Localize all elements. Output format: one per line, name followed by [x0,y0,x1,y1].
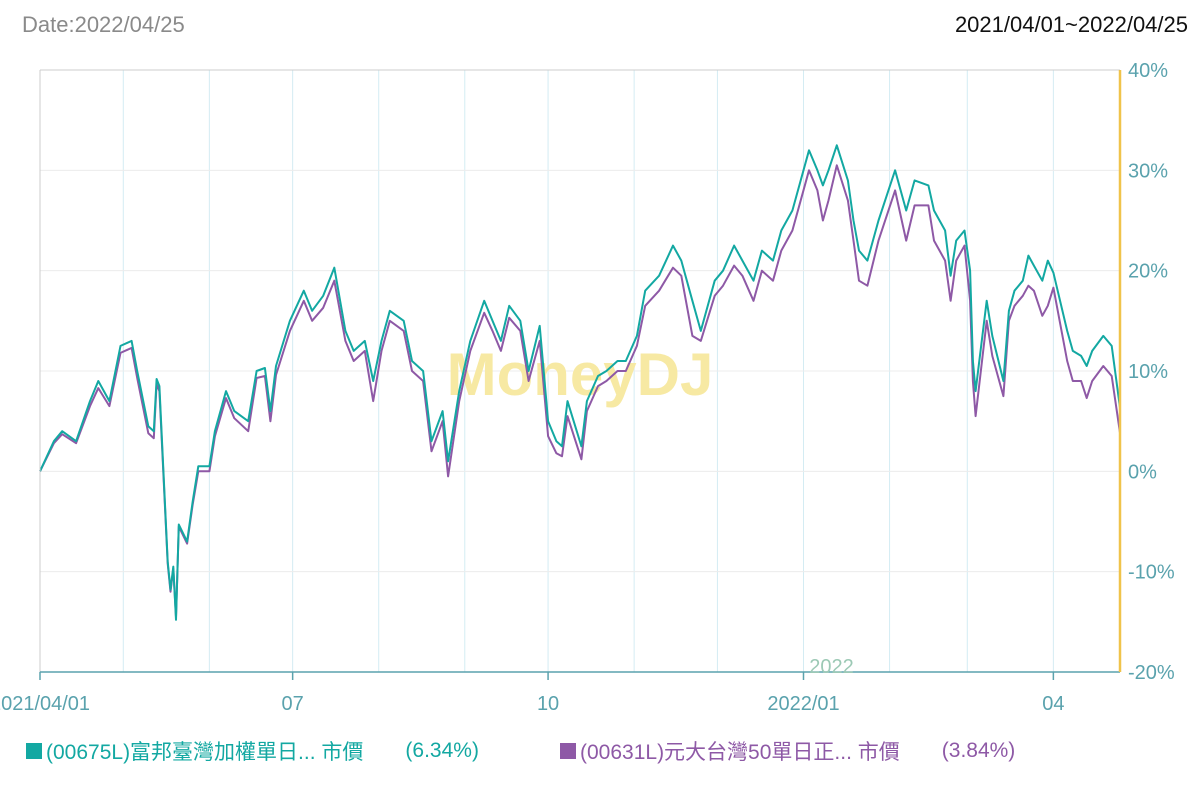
legend-swatch-series-1 [26,743,42,759]
legend-series-2-name: (00631L)元大台灣50單日正... 市價 [580,741,900,764]
watermark: MoneyDJ [447,341,714,408]
y-tick-label: -20% [1128,662,1175,684]
y-tick-label: 30% [1128,160,1168,182]
date-label: Date:2022/04/25 [22,12,185,37]
x-tick-label: 10 [537,693,559,715]
x-tick-label: 04 [1042,693,1064,715]
y-tick-label: -10% [1128,562,1175,584]
legend-swatch-series-2 [560,743,576,759]
series-line-1 [39,144,1121,621]
year-marker-label: 2022 [809,656,854,678]
y-tick-label: 10% [1128,361,1168,383]
chart-plot-area: MoneyDJ 40% 30% 20% 10% 0% -10% -20% 2021/04/0… [0,60,1175,715]
legend-item-series-1[interactable]: (00675L)富邦臺灣加權單日... 市價 (6.34%) [26,736,479,766]
x-tick-label: 2022/01 [767,693,839,715]
y-tick-label: 20% [1128,261,1168,283]
legend-series-2-return: (3.84%) [941,739,1016,762]
x-tick-label: 2021/04/01 [0,693,90,715]
legend-item-series-2[interactable]: (00631L)元大台灣50單日正... 市價 (3.84%) [560,736,1015,766]
x-tick-label: 07 [282,693,304,715]
legend-series-1-name: (00675L)富邦臺灣加權單日... 市價 [46,741,364,764]
y-tick-label: 40% [1128,60,1168,82]
y-tick-label: 0% [1128,461,1157,483]
date-range-label: 2021/04/01~2022/04/25 [954,12,1188,37]
legend-series-1-return: (6.34%) [405,739,479,762]
